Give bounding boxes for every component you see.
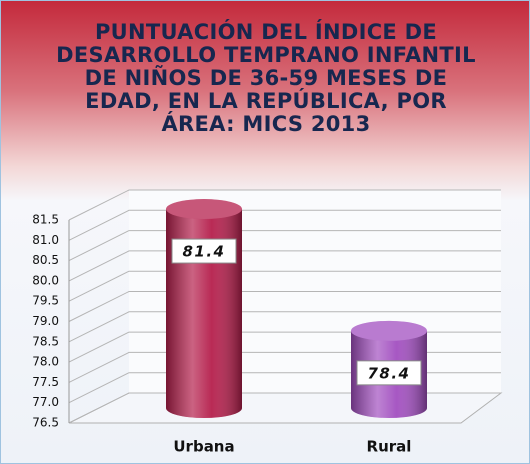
y-tick-label: 81.5 — [32, 213, 59, 227]
bar-cap-highlight — [166, 199, 242, 220]
grid-line — [68, 189, 501, 221]
value-label: 81.4 — [182, 243, 225, 261]
chart-title: PUNTUACIÓN DEL ÍNDICE DE DESARROLLO TEMP… — [56, 20, 476, 136]
y-tick-label: 77.0 — [32, 395, 59, 409]
grid-line — [68, 311, 501, 343]
value-label-box — [171, 238, 237, 264]
y-tick-label: 76.5 — [32, 416, 59, 430]
bar-cap — [166, 199, 242, 220]
y-tick-label: 79.5 — [32, 294, 59, 308]
bar-cap-highlight — [351, 320, 427, 341]
y-tick-label: 80.5 — [32, 253, 59, 267]
value-label-box — [356, 360, 422, 386]
grid-line — [68, 230, 501, 262]
y-tick-label: 80.0 — [32, 273, 59, 287]
y-tick-label: 77.5 — [32, 375, 59, 389]
y-tick-label: 79.0 — [32, 314, 59, 328]
floor — [68, 392, 503, 424]
y-tick-label: 81.0 — [32, 233, 59, 247]
grid-line — [68, 291, 501, 322]
y-tick-label: 78.5 — [32, 334, 59, 348]
x-tick-label: Urbana — [173, 438, 234, 456]
bar-cap — [351, 320, 427, 341]
grid-line — [68, 250, 501, 282]
x-tick-label: Rural — [367, 438, 412, 456]
y-tick-label: 78.0 — [32, 355, 59, 369]
value-label: 78.4 — [367, 364, 410, 382]
grid-line — [68, 209, 501, 241]
grid-line — [68, 270, 501, 302]
